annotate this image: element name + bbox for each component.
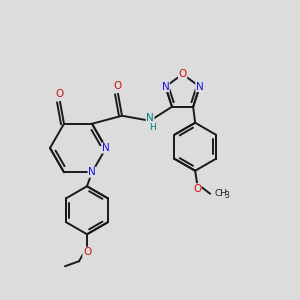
Text: O: O	[83, 247, 91, 257]
Text: H: H	[148, 123, 155, 132]
Text: N: N	[88, 167, 96, 177]
Text: N: N	[146, 113, 154, 123]
Text: O: O	[193, 184, 201, 194]
Text: CH: CH	[214, 189, 227, 198]
Text: O: O	[113, 81, 121, 91]
Text: 3: 3	[224, 191, 229, 200]
Text: O: O	[178, 69, 187, 79]
Text: N: N	[196, 82, 204, 92]
Text: N: N	[102, 143, 110, 153]
Text: N: N	[162, 82, 169, 92]
Text: O: O	[55, 89, 63, 99]
